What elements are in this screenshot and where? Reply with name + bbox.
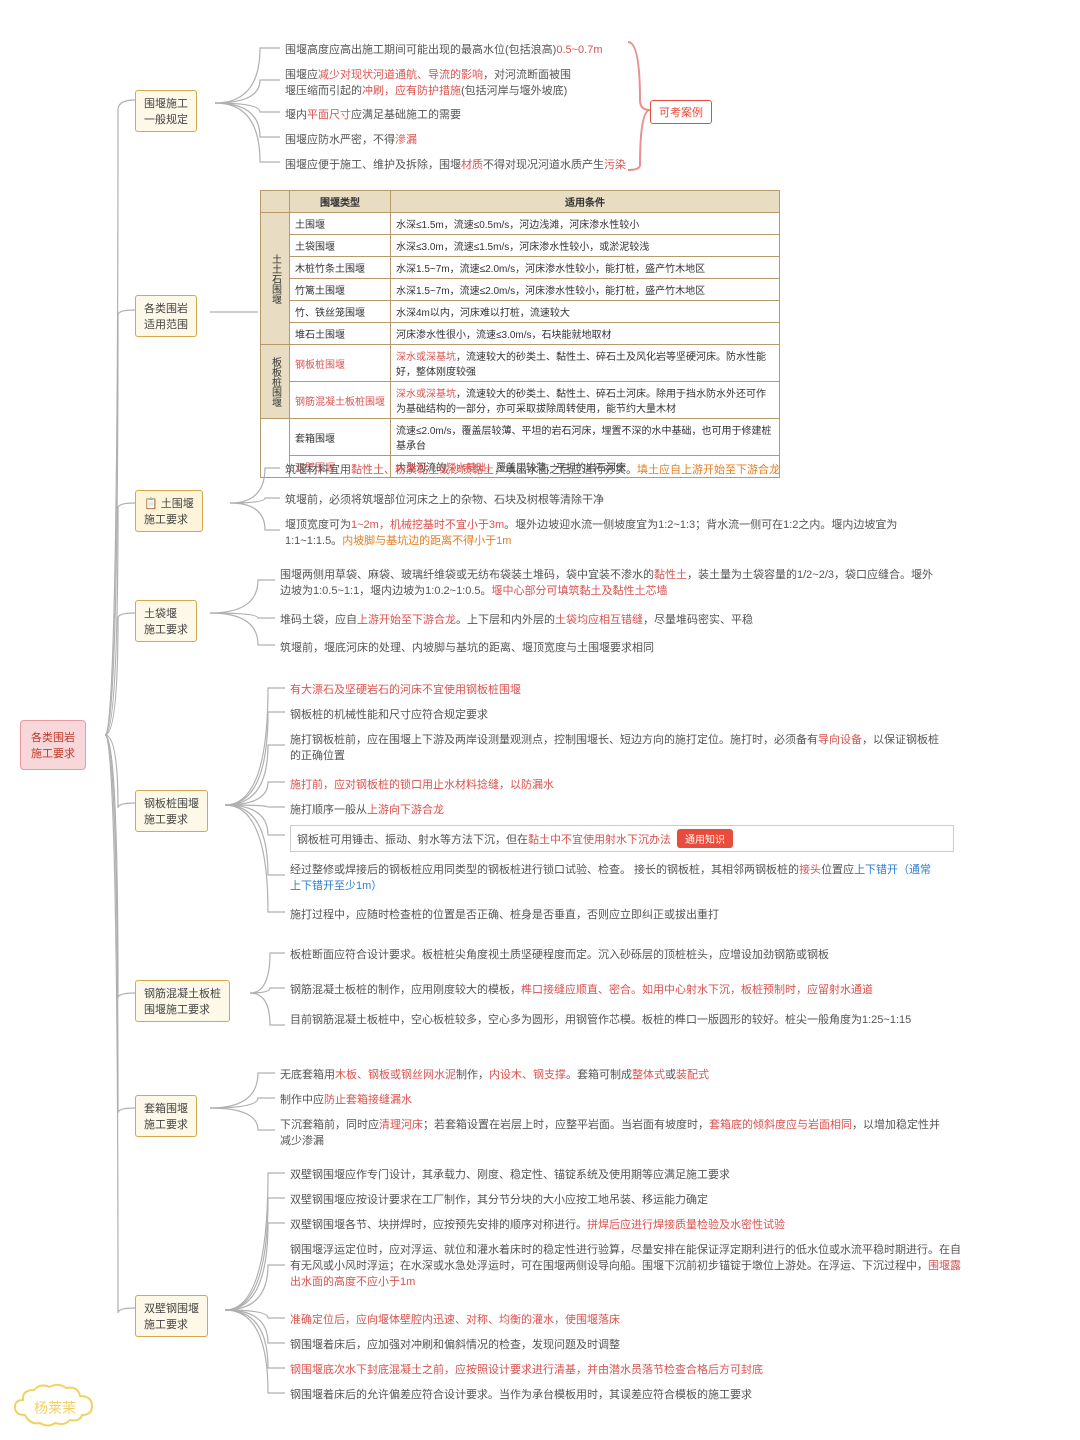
b5-item: 经过整修或焊接后的钢板桩应用同类型的钢板桩进行锁口试验、检查。 接长的钢板桩，其… <box>290 860 940 894</box>
b5-item: 钢板桩可用锤击、振动、射水等方法下沉，但在黏土中不宜使用射水下沉办法通用知识 <box>290 825 954 852</box>
b5-item: 施打顺序一般从上游向下游合龙 <box>290 800 940 818</box>
b8-item: 双壁钢围堰应作专门设计，其承载力、刚度、稳定性、锚锭系统及使用期等应满足施工要求 <box>290 1165 950 1183</box>
b5-item: 施打前，应对钢板桩的锁口用止水材料捻缝，以防漏水 <box>290 775 940 793</box>
b1-item: 围堰应减少对现状河道通航、导流的影响，对河流断面被围堰压缩而引起的冲刷，应有防护… <box>285 65 625 99</box>
node-b6: 钢筋混凝土板桩围堰施工要求 <box>135 980 230 1022</box>
cofferdam-table: 围堰类型适用条件 土土石围堰土围堰水深≤1.5m，流速≤0.5m/s，河边浅滩，… <box>260 190 780 478</box>
node-b3: 📋 土围堰施工要求 <box>135 490 203 532</box>
b6-item: 钢筋混凝土板桩的制作，应用刚度较大的模板，榫口接缝应顺直、密合。如用中心射水下沉… <box>290 980 950 998</box>
b5-item: 钢板桩的机械性能和尺寸应符合规定要求 <box>290 705 940 723</box>
b5-item: 施打过程中，应随时检查桩的位置是否正确、桩身是否垂直，否则应立即纠正或拔出重打 <box>290 905 940 923</box>
b3-item: 堰顶宽度可为1~2m，机械挖基时不宜小于3m。堰外边坡迎水流一侧坡度宜为1:2~… <box>285 515 925 549</box>
b8-item: 双壁钢围堰各节、块拼焊时，应按预先安排的顺序对称进行。拼焊后应进行焊接质量检验及… <box>290 1215 950 1233</box>
node-b2: 各类围岩适用范围 <box>135 295 197 337</box>
b6-item: 板桩断面应符合设计要求。板桩桩尖角度视土质坚硬程度而定。沉入砂砾层的顶桩桩头，应… <box>290 945 950 963</box>
cloud-watermark: 杨莱茉 <box>10 1380 100 1430</box>
b6-item: 目前钢筋混凝土板桩中，空心板桩较多，空心多为圆形，用钢管作芯模。板桩的榫口一版圆… <box>290 1010 950 1028</box>
b7-item: 无底套箱用木板、钢板或钢丝网水泥制作，内设木、钢支撑。套箱可制成整体式或装配式 <box>280 1065 950 1083</box>
b3-item: 筑堰前，必须将筑堰部位河床之上的杂物、石块及树根等清除干净 <box>285 490 925 508</box>
node-b1: 围堰施工一般规定 <box>135 90 197 132</box>
b1-item: 围堰高度应高出施工期间可能出现的最高水位(包括浪高)0.5~0.7m <box>285 40 625 58</box>
node-b8: 双壁钢围堰施工要求 <box>135 1295 208 1337</box>
b8-item: 准确定位后，应向堰体壁腔内迅速、对称、均衡的灌水，使围堰落床 <box>290 1310 950 1328</box>
b4-item: 围堰两侧用草袋、麻袋、玻璃纤维袋或无纺布袋装土堆码，袋中宜装不渗水的黏性土，装土… <box>280 565 940 599</box>
b1-item: 围堰应防水严密，不得滲漏 <box>285 130 625 148</box>
b8-item: 钢围堰浮运定位时，应对浮运、就位和灌水着床时的稳定性进行验算，尽量安排在能保证浮… <box>290 1240 970 1290</box>
b5-item: 施打钢板桩前，应在围堰上下游及两岸设测量观测点，控制围堰长、短边方向的施打定位。… <box>290 730 940 764</box>
b5-item: 有大漂石及坚硬岩石的河床不宜使用钢板桩围堰 <box>290 680 940 698</box>
b4-item: 堆码土袋，应自上游开始至下游合龙。上下层和内外层的土袋均应相互错缝，尽量堆码密实… <box>280 610 940 628</box>
root-node: 各类围岩施工要求 <box>20 720 86 770</box>
b8-item: 钢围堰着床后，应加强对冲刷和偏斜情况的检查，发现问题及时调整 <box>290 1335 950 1353</box>
b7-item: 下沉套箱前，同时应清理河床；若套箱设置在岩层上时，应整平岩面。当岩面有坡度时，套… <box>280 1115 950 1149</box>
b8-item: 双壁钢围堰应按设计要求在工厂制作，其分节分块的大小应按工地吊装、移运能力确定 <box>290 1190 950 1208</box>
b8-item: 钢围堰底次水下封底混凝土之前，应按照设计要求进行清基，并由潜水员落节检查合格后方… <box>290 1360 950 1378</box>
cloud-text: 杨莱茉 <box>34 1398 76 1418</box>
node-b7: 套箱围堰施工要求 <box>135 1095 197 1137</box>
b3-item: 筑堰材料宜用黏性土、粉质黏土或砂质黏土，填出水面之后应进行夯实。填土应自上游开始… <box>285 460 925 478</box>
b7-item: 制作中应防止套箱接缝漏水 <box>280 1090 950 1108</box>
node-b5: 钢板桩围堰施工要求 <box>135 790 208 832</box>
b1-item: 堰内平面尺寸应满足基础施工的需要 <box>285 105 625 123</box>
b8-item: 钢围堰着床后的允许偏差应符合设计要求。当作为承台模板用时，其误差应符合模板的施工… <box>290 1385 950 1403</box>
b4-item: 筑堰前，堰底河床的处理、内坡脚与基坑的距离、堰顶宽度与土围堰要求相同 <box>280 638 940 656</box>
b1-item: 围堰应便于施工、维护及拆除，围堰材质不得对现况河道水质产生污染 <box>285 155 785 173</box>
node-b4: 土袋堰施工要求 <box>135 600 197 642</box>
example-tag: 可考案例 <box>650 100 712 124</box>
